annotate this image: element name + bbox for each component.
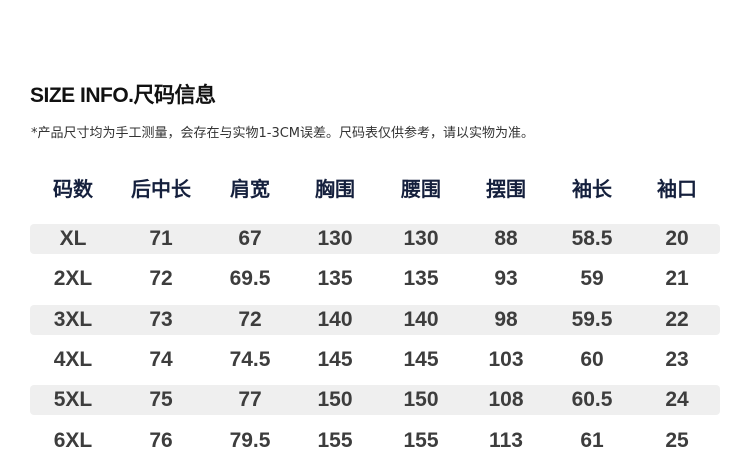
table-cell: 码数	[53, 177, 93, 201]
table-cell: 150	[403, 388, 439, 412]
table-row: 2XL 72 69.5 135 135 93 59 21	[30, 264, 720, 294]
page-title: SIZE INFO.尺码信息	[30, 84, 216, 107]
table-cell: 20	[665, 227, 689, 250]
table-cell: 72	[149, 267, 173, 291]
table-cell: 103	[488, 347, 524, 371]
table-cell: 79.5	[229, 428, 271, 452]
table-cell: 肩宽	[230, 177, 270, 201]
table-cell: 135	[403, 267, 439, 291]
table-cell: XL	[59, 227, 87, 250]
table-cell: 67	[238, 227, 262, 250]
table-cell: 61	[580, 428, 604, 452]
table-cell: 22	[665, 307, 689, 331]
table-cell: 93	[494, 267, 518, 291]
table-cell: 袖口	[657, 177, 697, 201]
table-cell: 25	[665, 428, 689, 452]
table-cell: 75	[149, 388, 173, 412]
table-cell: 130	[317, 227, 353, 250]
table-cell: 74.5	[229, 347, 271, 371]
table-row: 4XL 74 74.5 145 145 103 60 23	[30, 345, 720, 375]
table-cell: 108	[488, 388, 524, 412]
table-cell: 60	[580, 347, 604, 371]
measurement-note: *产品尺寸均为手工测量，会存在与实物1-3CM误差。尺码表仅供参考，请以实物为准…	[31, 126, 535, 141]
table-row: 5XL 75 77 150 150 108 60.5 24	[30, 385, 720, 416]
table-cell: 后中长	[131, 177, 191, 201]
table-cell: 58.5	[571, 227, 613, 250]
table-cell: 145	[403, 347, 439, 371]
table-cell: 71	[149, 227, 173, 250]
table-cell: 袖长	[572, 177, 612, 201]
table-cell: 73	[149, 307, 173, 331]
table-cell: 130	[403, 227, 439, 250]
table-cell: 2XL	[53, 267, 93, 291]
table-cell: 摆围	[486, 177, 526, 201]
table-cell: 74	[149, 347, 173, 371]
table-cell: 113	[489, 428, 523, 452]
table-cell: 59.5	[571, 307, 613, 331]
table-cell: 150	[317, 388, 353, 412]
table-cell: 5XL	[53, 388, 93, 412]
table-cell: 21	[665, 267, 689, 291]
table-row: XL 71 67 130 130 88 58.5 20	[30, 224, 720, 254]
table-cell: 23	[665, 347, 689, 371]
table-cell: 155	[317, 428, 353, 452]
table-row: 6XL 76 79.5 155 155 113 61 25	[30, 426, 720, 456]
table-cell: 88	[494, 227, 518, 250]
table-cell: 6XL	[53, 428, 93, 452]
table-cell: 140	[403, 307, 439, 331]
table-header: 码数 后中长 肩宽 胸围 腰围 摆围 袖长 袖口	[30, 174, 720, 204]
table-cell: 69.5	[229, 267, 271, 291]
table-cell: 140	[317, 307, 353, 331]
table-cell: 135	[317, 267, 353, 291]
table-cell: 76	[149, 428, 173, 452]
table-cell: 3XL	[53, 307, 93, 331]
table-cell: 98	[494, 307, 518, 331]
table-cell: 145	[317, 347, 353, 371]
table-cell: 腰围	[401, 177, 441, 201]
table-cell: 60.5	[571, 388, 613, 412]
table-cell: 155	[403, 428, 439, 452]
table-cell: 72	[238, 307, 262, 331]
table-cell: 4XL	[53, 347, 93, 371]
table-cell: 胸围	[315, 177, 355, 201]
table-cell: 77	[238, 388, 262, 412]
table-row: 3XL 73 72 140 140 98 59.5 22	[30, 304, 720, 335]
table-cell: 24	[665, 388, 689, 412]
table-cell: 59	[580, 267, 604, 291]
